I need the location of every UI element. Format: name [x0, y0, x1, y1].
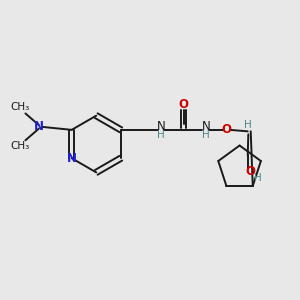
Text: H: H [244, 120, 252, 130]
Text: CH₃: CH₃ [11, 141, 30, 151]
Text: O: O [246, 165, 256, 178]
Text: H: H [254, 172, 262, 183]
Text: N: N [202, 120, 210, 134]
Text: N: N [67, 152, 77, 165]
Text: H: H [157, 130, 165, 140]
Text: H: H [202, 130, 210, 140]
Text: O: O [222, 123, 232, 136]
Text: N: N [34, 120, 44, 134]
Text: CH₃: CH₃ [11, 102, 30, 112]
Text: N: N [157, 120, 166, 134]
Text: O: O [178, 98, 188, 111]
